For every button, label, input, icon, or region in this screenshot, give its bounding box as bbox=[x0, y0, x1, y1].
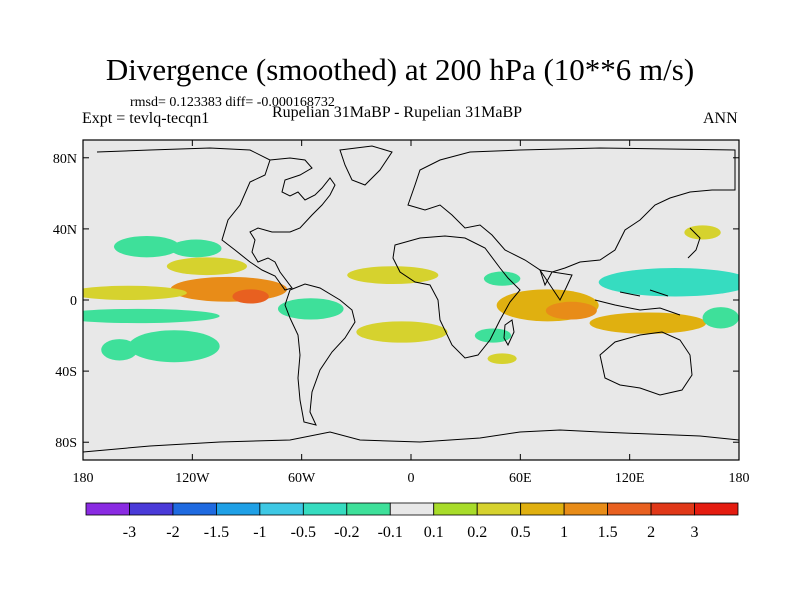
contour-region-11 bbox=[356, 321, 448, 343]
colorbar-swatch-9 bbox=[476, 502, 522, 516]
season-label: ANN bbox=[703, 110, 738, 127]
colorbar: -3 -2 -1.5 -1 -0.5 -0.2 -0.1 0.1 0.2 0.5 1 1.5 2 3 bbox=[85, 502, 739, 541]
contour-region-21 bbox=[487, 353, 517, 364]
colorbar-swatch-10 bbox=[520, 502, 565, 516]
x-tick-label-0: 180 bbox=[73, 471, 94, 486]
contour-region-7 bbox=[128, 330, 220, 363]
coastline-north-america bbox=[96, 147, 336, 291]
experiment-label: Expt = tevlq-tecqn1 bbox=[82, 110, 210, 127]
y-tick-label-1: 40N bbox=[53, 223, 77, 238]
contour-region-12 bbox=[483, 271, 521, 286]
colorbar-swatch-8 bbox=[433, 502, 478, 516]
colorbar-label-9: 0.5 bbox=[511, 524, 531, 541]
colorbar-swatch-0 bbox=[85, 502, 130, 516]
x-tick-label-4: 60E bbox=[509, 471, 532, 486]
colorbar-swatch-1 bbox=[129, 502, 174, 516]
x-tick-label-6: 180 bbox=[729, 471, 750, 486]
colorbar-label-5: -0.2 bbox=[334, 524, 359, 541]
contour-region-19 bbox=[684, 225, 721, 240]
colorbar-swatch-6 bbox=[346, 502, 391, 516]
colorbar-label-1: -2 bbox=[166, 524, 179, 541]
coastlines bbox=[83, 145, 739, 453]
colorbar-label-6: -0.1 bbox=[378, 524, 403, 541]
rmsd-diff-stats: rmsd= 0.123383 diff= -0.000168732 bbox=[130, 95, 335, 110]
contour-fields bbox=[83, 225, 739, 364]
colorbar-swatch-13 bbox=[650, 502, 695, 516]
coastline-greenland bbox=[339, 145, 393, 186]
x-tick-label-5: 120E bbox=[615, 471, 645, 486]
colorbar-label-12: 2 bbox=[647, 524, 655, 541]
contour-region-10 bbox=[347, 266, 439, 284]
coastline-india bbox=[538, 269, 573, 301]
contour-region-1 bbox=[170, 276, 288, 302]
colorbar-label-11: 1.5 bbox=[598, 524, 618, 541]
contour-region-14 bbox=[545, 301, 597, 320]
contour-region-2 bbox=[232, 289, 269, 304]
coastline-africa bbox=[392, 235, 521, 359]
contour-region-6 bbox=[83, 308, 220, 324]
x-tick-label-3: 0 bbox=[408, 471, 415, 486]
colorbar-label-8: 0.2 bbox=[467, 524, 487, 541]
colorbar-swatch-4 bbox=[259, 502, 304, 516]
colorbar-swatch-14 bbox=[694, 502, 739, 516]
colorbar-label-13: 3 bbox=[691, 524, 699, 541]
colorbar-swatch-12 bbox=[607, 502, 652, 516]
colorbar-label-2: -1.5 bbox=[204, 524, 229, 541]
map-background bbox=[83, 140, 739, 460]
colorbar-label-3: -1 bbox=[253, 524, 266, 541]
colorbar-label-0: -3 bbox=[123, 524, 136, 541]
y-tick-label-4: 80S bbox=[55, 436, 77, 451]
colorbar-label-4: -0.5 bbox=[291, 524, 316, 541]
y-tick-label-2: 0 bbox=[70, 294, 77, 309]
chart-title: Divergence (smoothed) at 200 hPa (10**6 … bbox=[105, 52, 695, 87]
colorbar-swatch-3 bbox=[215, 502, 261, 516]
coastline-antarctica bbox=[83, 429, 739, 453]
colorbar-swatch-2 bbox=[172, 502, 217, 516]
coastline-japan bbox=[687, 227, 701, 259]
contour-region-18 bbox=[702, 307, 739, 329]
contour-region-5 bbox=[170, 239, 222, 258]
colorbar-swatch-11 bbox=[563, 502, 609, 516]
contour-region-17 bbox=[675, 271, 730, 286]
contour-region-0 bbox=[166, 257, 248, 276]
colorbar-swatch-5 bbox=[302, 502, 348, 516]
coastline-south-america bbox=[284, 283, 356, 426]
contour-region-20 bbox=[474, 328, 512, 343]
contour-region-3 bbox=[83, 285, 187, 300]
coastline-indonesia bbox=[594, 289, 681, 316]
colorbar-swatch-7 bbox=[389, 502, 435, 516]
contour-region-4 bbox=[113, 236, 180, 258]
y-tick-label-0: 80N bbox=[53, 152, 77, 167]
coastline-madagascar bbox=[503, 319, 515, 347]
map-axes: 180 120W 60W 0 60E 120E 180 80N 40N 0 40S 80S bbox=[53, 140, 750, 486]
y-tick-label-3: 40S bbox=[55, 365, 77, 380]
coastline-eurasia bbox=[407, 147, 736, 287]
contour-region-8 bbox=[101, 339, 138, 361]
contour-region-9 bbox=[277, 298, 344, 320]
x-tick-label-1: 120W bbox=[175, 471, 210, 486]
period-subtitle: Rupelian 31MaBP - Rupelian 31MaBP bbox=[272, 104, 523, 121]
colorbar-label-7: 0.1 bbox=[424, 524, 444, 541]
coastline-australia bbox=[599, 331, 693, 396]
colorbar-label-10: 1 bbox=[560, 524, 568, 541]
contour-region-15 bbox=[589, 312, 707, 334]
x-tick-label-2: 60W bbox=[288, 471, 316, 486]
